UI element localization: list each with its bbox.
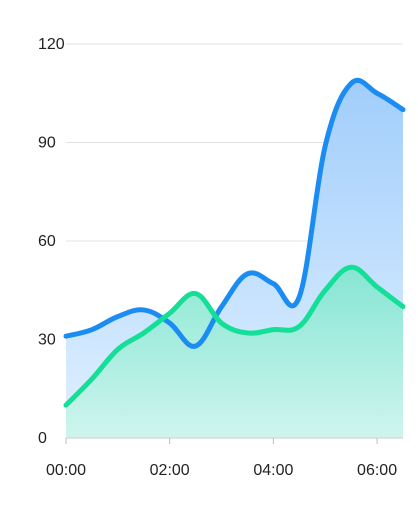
series-areas [66, 80, 403, 438]
x-tick-label: 04:00 [253, 462, 293, 479]
y-tick-label: 30 [38, 332, 56, 349]
series-1-line [63, 264, 406, 408]
y-tick-label: 90 [38, 135, 56, 152]
y-tick-label: 0 [38, 430, 47, 447]
x-tick-label: 06:00 [357, 462, 397, 479]
x-tick-label: 02:00 [150, 462, 190, 479]
series-0-line [63, 77, 406, 349]
y-tick-label: 120 [38, 36, 65, 53]
x-tick-label: 00:00 [46, 462, 86, 479]
x-axis: 00:00 02:00 04:00 06:00 [46, 437, 403, 479]
series-1-area [66, 267, 403, 438]
y-axis-labels: 0 30 60 90 120 [38, 36, 65, 447]
series-lines [63, 77, 406, 408]
y-tick-label: 60 [38, 233, 56, 250]
